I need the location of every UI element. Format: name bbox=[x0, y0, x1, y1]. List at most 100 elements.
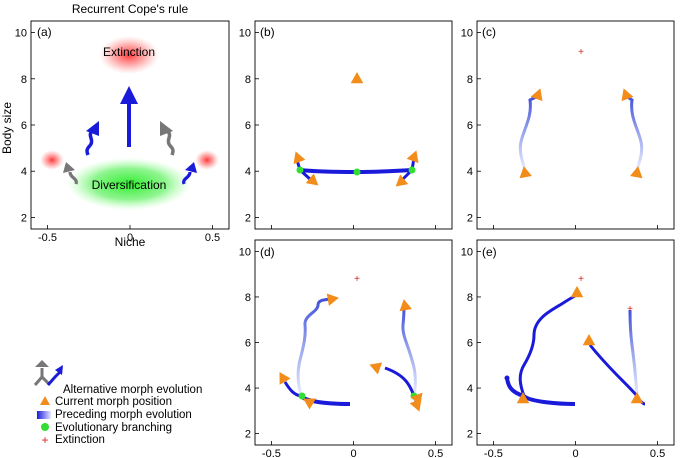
panel-b-current-morph-3 bbox=[406, 150, 419, 164]
extinction-glow-right bbox=[195, 150, 219, 170]
axis-ticks: 2 4 6 8 10 -0.5 0 0.5 2 4 6 8 10 2 4 6 8 10 2 4 6 8 10 -0.5 0 0.5… bbox=[15, 28, 665, 458]
panel-e-ytick-label-1: 4 bbox=[467, 383, 473, 395]
panel-d-ytick-label-4: 10 bbox=[239, 246, 251, 258]
left-blue-arrow-head bbox=[86, 121, 99, 136]
panel-a-xtick-label-0: -0.5 bbox=[38, 232, 57, 244]
panel-e-xtick-label-0: -0.5 bbox=[484, 448, 503, 458]
panel-e-current-morph-17 bbox=[582, 334, 596, 346]
panel-d-right-upper-trajectory bbox=[401, 306, 417, 397]
panel-a: (a) Extinction Diversification Niche Bod… bbox=[0, 20, 230, 249]
panel-c-current-morph-5 bbox=[530, 88, 543, 102]
legend: Alternative morph evolution Current morp… bbox=[33, 360, 202, 447]
panel-d-xtick-label-1: 0 bbox=[350, 448, 356, 458]
legend-branching-icon bbox=[41, 423, 49, 431]
panel-e-right-upper-trajectory bbox=[628, 309, 639, 397]
panel-b-label: (b) bbox=[260, 25, 275, 39]
panel-a-ytick-label-1: 4 bbox=[21, 166, 27, 178]
panel-d-frame bbox=[254, 239, 453, 446]
panel-e-frame bbox=[476, 239, 675, 446]
panel-c-ytick-label-3: 8 bbox=[467, 74, 473, 86]
panel-b-current-morph-0 bbox=[350, 72, 364, 84]
right-blue-arrow bbox=[182, 171, 192, 185]
left-gray-arrow-head bbox=[63, 162, 75, 173]
panel-d-ytick-label-3: 8 bbox=[245, 292, 251, 304]
panel-b-ytick-label-0: 2 bbox=[245, 212, 251, 224]
panel-d-xtick-label-2: 0.5 bbox=[428, 448, 443, 458]
left-gray-arrow bbox=[68, 171, 78, 185]
legend-alternative-gray-head bbox=[35, 360, 49, 367]
panel-e-ytick-label-3: 8 bbox=[467, 292, 473, 304]
panel-d-xtick-label-0: -0.5 bbox=[262, 448, 281, 458]
panel-d-current-morph-13 bbox=[303, 398, 317, 410]
panel-d: (d) bbox=[254, 239, 453, 446]
panel-d-ytick-label-2: 6 bbox=[245, 338, 251, 350]
up-arrow-head bbox=[120, 86, 138, 104]
panel-d-trajectories: + bbox=[283, 274, 420, 406]
panel-e-ytick-label-2: 6 bbox=[467, 338, 473, 350]
panel-e-ytick-label-4: 10 bbox=[461, 246, 473, 258]
panel-b-ytick-label-1: 4 bbox=[245, 166, 251, 178]
panel-c-label: (c) bbox=[482, 25, 496, 39]
panel-a-ytick-label-2: 6 bbox=[21, 120, 27, 132]
panel-e-current-morph-16 bbox=[570, 286, 584, 298]
panel-c-current-morph-7 bbox=[519, 166, 532, 179]
legend-alternative-label: Alternative morph evolution bbox=[63, 384, 202, 396]
panel-e-extinction-mark-right: + bbox=[627, 304, 633, 315]
panel-d-right-branch bbox=[384, 366, 416, 397]
right-gray-arrow bbox=[164, 128, 175, 156]
panel-b-branching-left bbox=[296, 166, 304, 174]
panel-b-frame bbox=[254, 20, 453, 230]
panel-c-right-trajectory bbox=[625, 94, 644, 171]
panel-e-xtick-label-1: 0 bbox=[572, 448, 578, 458]
legend-branching-label: Evolutionary branching bbox=[55, 422, 172, 434]
panel-b-branching-right bbox=[408, 166, 416, 174]
extinction-glow-top bbox=[99, 36, 159, 74]
panel-d-current-morph-10 bbox=[399, 299, 412, 312]
panel-d-left-upper-trajectory bbox=[296, 297, 331, 397]
panel-a-label: (a) bbox=[37, 25, 52, 39]
right-gray-arrow-head bbox=[160, 121, 173, 136]
legend-extinction-icon: + bbox=[41, 433, 48, 447]
panel-b-current-morph-2 bbox=[305, 173, 319, 186]
panel-c-left-trajectory bbox=[518, 94, 539, 171]
panel-e-trajectories: + + bbox=[504, 274, 646, 406]
panel-b-current-morph-1 bbox=[293, 151, 306, 165]
panel-a-xtick-label-2: 0.5 bbox=[205, 232, 220, 244]
panel-b-ytick-label-2: 6 bbox=[245, 120, 251, 132]
panel-c-current-morph-8 bbox=[630, 166, 643, 179]
panel-d-ytick-label-0: 2 bbox=[245, 429, 251, 441]
panel-d-current-morph-9 bbox=[326, 293, 339, 306]
diversification-glow bbox=[67, 158, 191, 210]
panel-d-extinction-mark: + bbox=[354, 274, 360, 285]
panel-d-current-morph-15 bbox=[410, 392, 423, 406]
panel-e-ytick-label-0: 2 bbox=[467, 429, 473, 441]
left-blue-arrow bbox=[85, 129, 95, 156]
panel-c-current-morph-6 bbox=[621, 88, 634, 102]
panel-d-label: (d) bbox=[260, 245, 275, 259]
panel-e-xtick-label-2: 0.5 bbox=[650, 448, 665, 458]
panel-b-current-morph-4 bbox=[395, 174, 409, 187]
legend-preceding-icon bbox=[37, 411, 51, 419]
panel-c-frame bbox=[476, 20, 675, 230]
panel-d-branching-left bbox=[298, 392, 306, 400]
y-axis-label: Body size bbox=[0, 102, 14, 154]
extinction-glow-left bbox=[40, 150, 64, 170]
panel-e-label: (e) bbox=[482, 245, 497, 259]
panel-c-ytick-label-1: 4 bbox=[467, 166, 473, 178]
panel-e: (e) bbox=[476, 239, 675, 446]
panel-c: (c) bbox=[476, 20, 675, 230]
panel-e-inner-branch bbox=[588, 344, 639, 397]
panel-e-left-lower-trajectory bbox=[522, 394, 576, 406]
panel-c-ytick-label-2: 6 bbox=[467, 120, 473, 132]
legend-extinction-label: Extinction bbox=[55, 434, 105, 446]
extinction-label: Extinction bbox=[103, 45, 155, 59]
right-blue-arrow-head bbox=[185, 162, 197, 173]
panel-e-left-endpoint bbox=[504, 375, 510, 381]
legend-alternative-blue-icon bbox=[46, 370, 62, 386]
panel-e-left-upper-trajectory bbox=[518, 293, 578, 397]
current-morph-markers bbox=[279, 72, 644, 412]
panel-d-current-morph-12 bbox=[369, 362, 383, 375]
diversification-label: Diversification bbox=[92, 178, 167, 192]
panel-d-ytick-label-1: 4 bbox=[245, 383, 251, 395]
